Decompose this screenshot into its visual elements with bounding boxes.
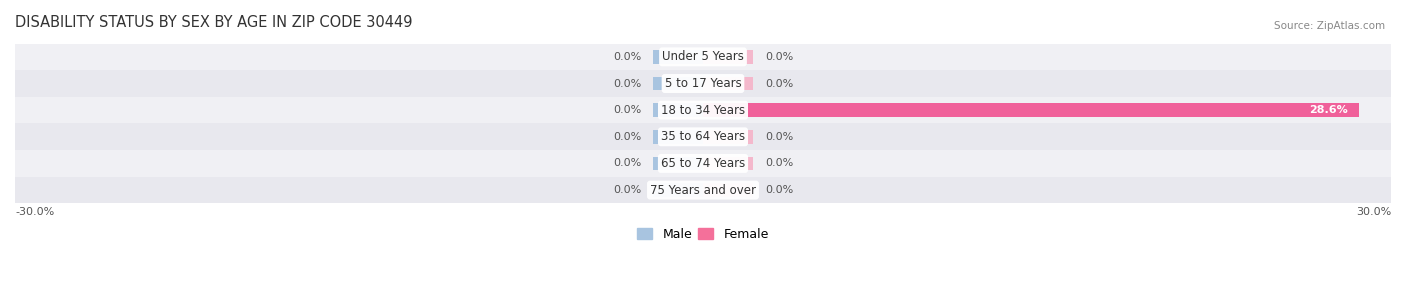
Bar [703,103,1358,117]
Text: 0.0%: 0.0% [613,159,641,168]
Legend: Male, Female: Male, Female [633,223,773,246]
Bar [15,70,1391,97]
Text: -30.0%: -30.0% [15,207,55,217]
Text: 5 to 17 Years: 5 to 17 Years [665,77,741,90]
Bar [703,183,754,197]
Text: 30.0%: 30.0% [1355,207,1391,217]
Text: 0.0%: 0.0% [613,52,641,62]
Bar [15,124,1391,150]
Text: 0.0%: 0.0% [613,105,641,115]
Bar [652,50,703,64]
Text: 0.0%: 0.0% [613,132,641,142]
Bar [15,44,1391,70]
Bar [703,77,754,91]
Text: Source: ZipAtlas.com: Source: ZipAtlas.com [1274,21,1385,31]
Text: 65 to 74 Years: 65 to 74 Years [661,157,745,170]
Text: 35 to 64 Years: 35 to 64 Years [661,130,745,143]
Bar [15,97,1391,124]
Text: 28.6%: 28.6% [1309,105,1347,115]
Text: Under 5 Years: Under 5 Years [662,50,744,63]
Bar [15,150,1391,177]
Bar [652,183,703,197]
Bar [703,156,754,170]
Text: 0.0%: 0.0% [765,159,793,168]
Text: 0.0%: 0.0% [765,185,793,195]
Text: 75 Years and over: 75 Years and over [650,184,756,197]
Text: 18 to 34 Years: 18 to 34 Years [661,104,745,117]
Bar [652,77,703,91]
Text: 0.0%: 0.0% [765,78,793,88]
Text: DISABILITY STATUS BY SEX BY AGE IN ZIP CODE 30449: DISABILITY STATUS BY SEX BY AGE IN ZIP C… [15,15,412,30]
Bar [703,130,754,144]
Bar [15,177,1391,203]
Text: 0.0%: 0.0% [765,132,793,142]
Bar [652,130,703,144]
Text: 0.0%: 0.0% [613,78,641,88]
Text: 0.0%: 0.0% [613,185,641,195]
Text: 0.0%: 0.0% [765,52,793,62]
Bar [652,156,703,170]
Bar [652,103,703,117]
Bar [703,50,754,64]
